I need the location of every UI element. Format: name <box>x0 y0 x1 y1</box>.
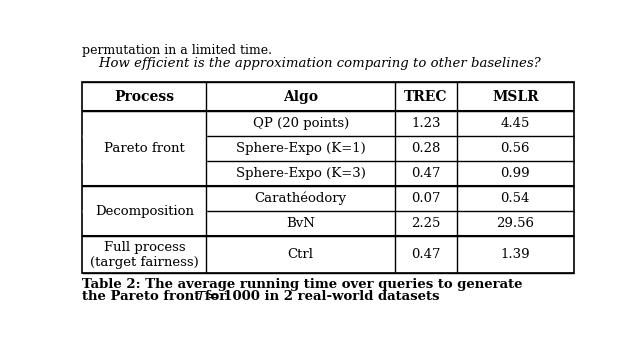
Text: 0.07: 0.07 <box>412 192 441 205</box>
Text: Table 2: The average running time over queries to generate: Table 2: The average running time over q… <box>83 278 523 291</box>
Text: the Pareto front for: the Pareto front for <box>83 290 231 303</box>
Text: 1.23: 1.23 <box>412 117 441 130</box>
Text: Process: Process <box>115 89 175 104</box>
Text: Full process
(target fairness): Full process (target fairness) <box>90 241 199 269</box>
Text: permutation in a limited time.: permutation in a limited time. <box>83 44 273 57</box>
Text: $T$: $T$ <box>196 290 207 303</box>
Text: QP (20 points): QP (20 points) <box>253 117 349 130</box>
Text: 29.56: 29.56 <box>496 217 534 230</box>
Text: Decomposition: Decomposition <box>95 205 194 218</box>
Bar <box>83 81 573 273</box>
Text: Pareto front: Pareto front <box>104 142 185 155</box>
Text: 0.56: 0.56 <box>500 142 530 155</box>
Text: 0.47: 0.47 <box>412 248 441 261</box>
Text: 0.54: 0.54 <box>500 192 530 205</box>
Text: = 1000 in 2 real-world datasets: = 1000 in 2 real-world datasets <box>203 290 440 303</box>
Text: Algo: Algo <box>284 89 318 104</box>
Text: Sphere-Expo (K=1): Sphere-Expo (K=1) <box>236 142 365 155</box>
Text: 0.99: 0.99 <box>500 167 530 180</box>
Text: How efficient is the approximation comparing to other baselines?: How efficient is the approximation compa… <box>83 57 541 70</box>
Text: 2.25: 2.25 <box>412 217 441 230</box>
Text: Sphere-Expo (K=3): Sphere-Expo (K=3) <box>236 167 365 180</box>
Text: 0.28: 0.28 <box>412 142 441 155</box>
Text: TREC: TREC <box>404 89 448 104</box>
Text: 4.45: 4.45 <box>500 117 530 130</box>
Text: MSLR: MSLR <box>492 89 538 104</box>
Text: 1.39: 1.39 <box>500 248 530 261</box>
Text: BvN: BvN <box>286 217 315 230</box>
Text: Ctrl: Ctrl <box>288 248 314 261</box>
Text: 0.47: 0.47 <box>412 167 441 180</box>
Text: Carathéodory: Carathéodory <box>255 192 347 205</box>
